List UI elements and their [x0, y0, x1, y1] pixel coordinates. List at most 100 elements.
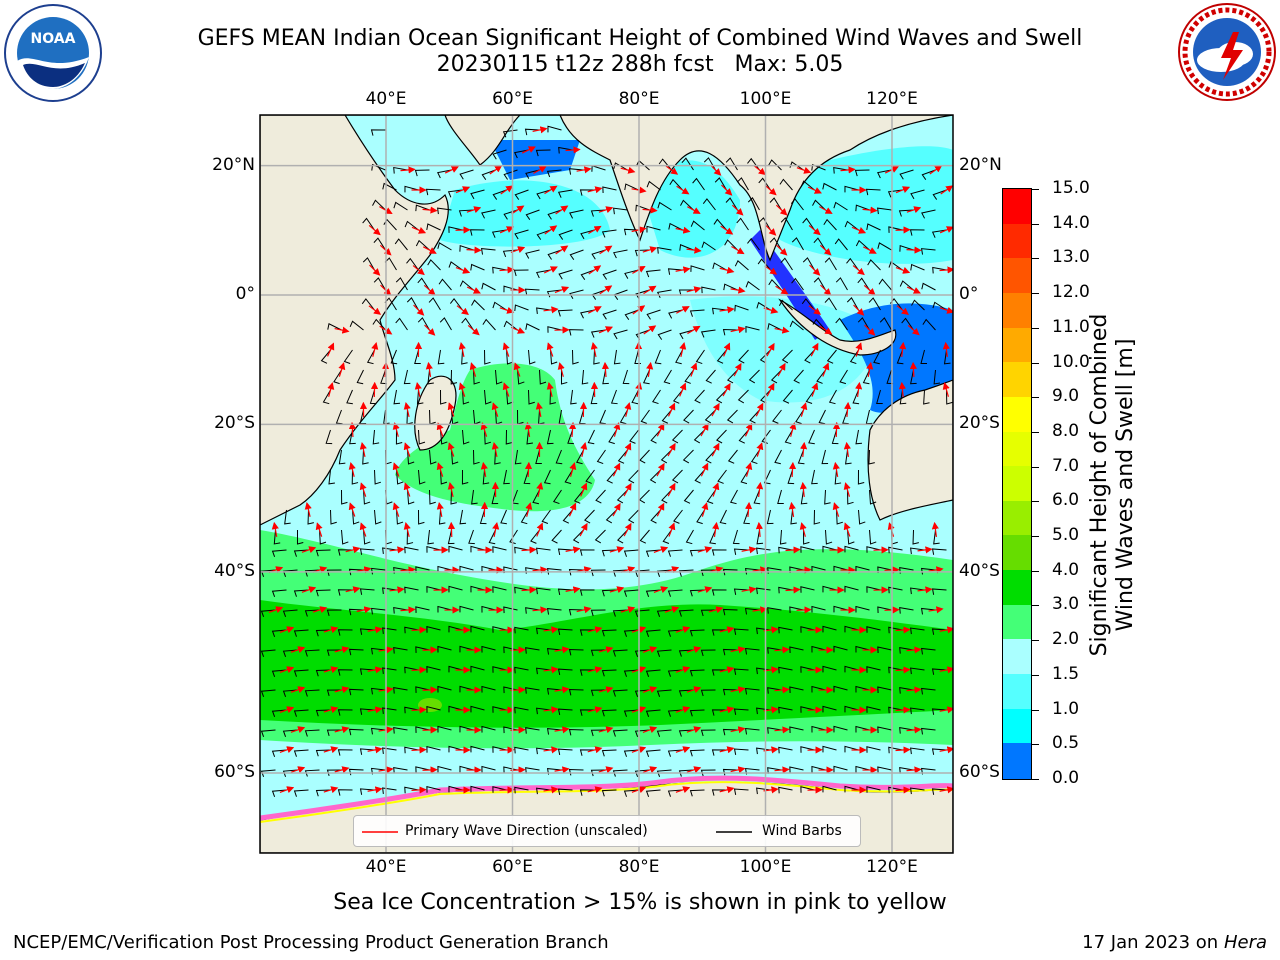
wind-barb — [745, 280, 760, 291]
wind-barb — [450, 489, 457, 505]
wave-direction-arrow — [403, 442, 411, 457]
wind-barb — [877, 169, 892, 179]
wind-barb — [835, 317, 848, 331]
wind-barb — [931, 668, 947, 675]
wind-barb — [910, 369, 917, 385]
wind-barb — [749, 409, 760, 424]
wind-barb — [711, 709, 727, 716]
wave-direction-arrow — [723, 342, 731, 357]
wind-barb — [569, 249, 584, 260]
wind-barb — [922, 318, 936, 331]
wind-barb — [646, 309, 661, 320]
wave-direction-arrow — [425, 361, 433, 378]
wave-direction-arrow — [444, 166, 459, 174]
wind-barb — [271, 669, 287, 678]
wind-barb — [727, 449, 738, 464]
wave-direction-arrow — [499, 226, 514, 234]
wind-barb — [888, 706, 903, 714]
wind-barb — [536, 229, 551, 240]
wave-direction-arrow — [327, 342, 335, 357]
wave-direction-arrow — [777, 362, 786, 377]
wind-barb — [570, 389, 577, 405]
wave-direction-arrow — [895, 786, 911, 794]
wave-direction-arrow — [852, 265, 865, 276]
wind-barb — [726, 369, 738, 384]
colorbar-tick-label: 8.0 — [1052, 420, 1080, 441]
wind-barb — [789, 726, 804, 734]
wave-direction-arrow — [499, 306, 515, 314]
wind-barb — [448, 226, 463, 233]
wind-barb — [696, 509, 705, 525]
wind-barb — [733, 788, 749, 795]
wind-barb — [596, 449, 606, 465]
wave-direction-arrow — [543, 706, 559, 714]
wind-barb — [602, 269, 617, 280]
wave-direction-arrow — [819, 206, 833, 214]
wave-direction-arrow — [598, 646, 614, 654]
wind-barb — [579, 669, 595, 676]
wind-barb — [932, 301, 947, 311]
wind-barb — [760, 389, 771, 404]
wind-barb — [526, 429, 533, 445]
wind-barb — [756, 529, 764, 545]
wind-barb — [877, 686, 892, 693]
colorbar-tick-mark — [1032, 258, 1039, 260]
wave-direction-arrow — [422, 766, 438, 774]
wind-barb — [338, 449, 346, 465]
wave-direction-arrow — [543, 306, 559, 314]
wind-barb — [645, 749, 661, 758]
wind-barb — [743, 509, 750, 525]
wind-barb — [282, 769, 298, 777]
wind-barb — [668, 309, 683, 319]
wind-barb — [684, 369, 694, 384]
map-legend: Primary Wave Direction (unscaled) Wind B… — [353, 815, 861, 847]
wave-direction-arrow — [906, 726, 922, 734]
wind-barb — [780, 217, 793, 231]
wind-barb — [470, 745, 485, 753]
wave-direction-arrow — [323, 786, 339, 794]
wind-barb — [652, 389, 661, 405]
wave-direction-arrow — [466, 246, 482, 254]
wave-direction-arrow — [598, 686, 614, 694]
wave-direction-arrow — [675, 626, 691, 634]
wind-barb — [260, 689, 276, 698]
wind-barb — [629, 429, 639, 444]
wind-barb — [326, 649, 342, 657]
noaa-logo-text: NOAA — [31, 31, 76, 47]
wind-barb — [551, 529, 562, 544]
wind-barb — [590, 729, 606, 737]
wind-barb — [470, 785, 485, 793]
wind-barb — [448, 745, 463, 753]
wave-direction-arrow — [613, 422, 621, 437]
wind-barb — [393, 766, 408, 774]
wind-barb — [514, 449, 522, 465]
wind-barb — [326, 729, 342, 737]
wind-barb — [733, 668, 749, 675]
wind-barb — [888, 626, 903, 634]
wind-barb — [623, 749, 639, 757]
wave-direction-arrow — [668, 522, 676, 537]
wind-barb — [656, 569, 672, 577]
wave-direction-arrow — [807, 186, 822, 194]
wind-barb — [403, 369, 411, 385]
wind-barb — [662, 529, 672, 544]
wind-barb — [877, 606, 892, 613]
wind-barb — [673, 509, 683, 524]
wind-barb — [793, 369, 804, 384]
wind-barb — [492, 266, 507, 274]
wind-barb — [759, 349, 771, 364]
wave-direction-arrow — [939, 786, 953, 794]
wind-barb — [260, 729, 276, 738]
wave-direction-arrow — [623, 522, 632, 537]
wave-direction-arrow — [623, 482, 632, 497]
colorbar-segment — [1003, 535, 1031, 571]
wind-barb — [602, 186, 617, 194]
wind-barb — [564, 469, 573, 485]
wind-barb — [514, 706, 529, 714]
wind-barb — [613, 162, 628, 171]
wind-barb — [689, 709, 705, 717]
wind-barb — [781, 349, 793, 364]
wind-barb — [492, 666, 507, 673]
wind-barb — [725, 197, 738, 211]
